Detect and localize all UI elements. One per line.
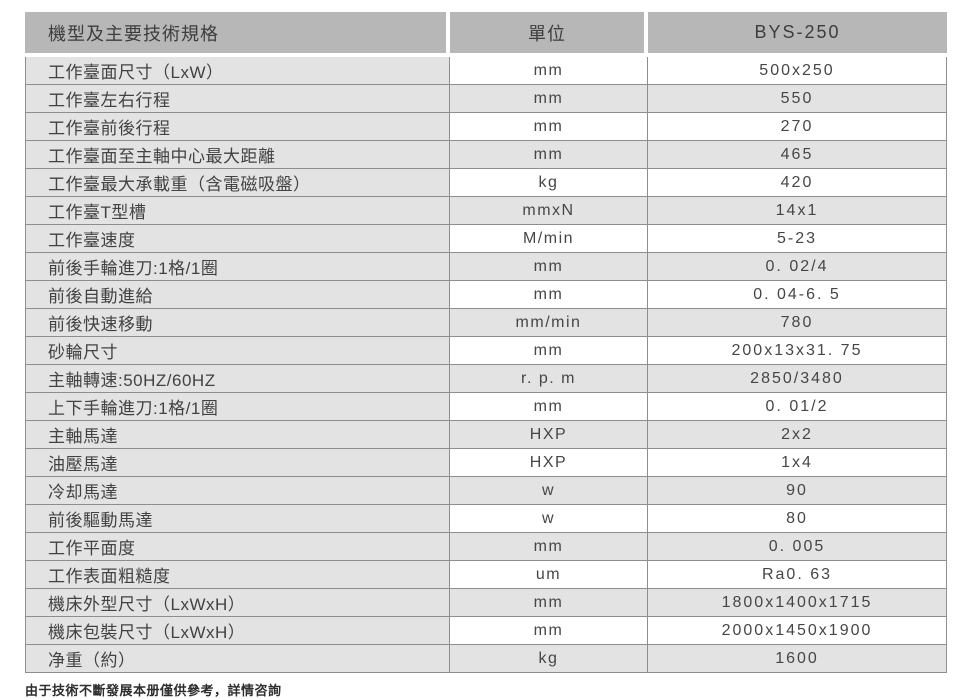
value-cell: 780	[648, 309, 947, 337]
unit-cell: w	[450, 477, 648, 505]
spec-name-cell: 工作臺左右行程	[25, 85, 450, 113]
unit-cell: M/min	[450, 225, 648, 253]
spec-row: 前後快速移動 mm/min 780	[25, 309, 947, 337]
header-row: 機型及主要技術規格 單位 BYS-250	[25, 12, 947, 57]
spec-row: 機床外型尺寸（LxWxH） mm 1800x1400x1715	[25, 589, 947, 617]
spec-row: 前後手輪進刀:1格/1圈 mm 0. 02/4	[25, 253, 947, 281]
spec-row: 機床包裝尺寸（LxWxH） mm 2000x1450x1900	[25, 617, 947, 645]
spec-name-cell: 前後快速移動	[25, 309, 450, 337]
spec-row: 上下手輪進刀:1格/1圈 mm 0. 01/2	[25, 393, 947, 421]
value-cell: 2850/3480	[648, 365, 947, 393]
value-cell: 90	[648, 477, 947, 505]
disclaimer-note: 由于技術不斷發展本册僅供參考，詳情咨詢	[25, 683, 282, 698]
spec-name-cell: 工作臺T型槽	[25, 197, 450, 225]
spec-name-cell: 前後手輪進刀:1格/1圈	[25, 253, 450, 281]
spec-row: 工作臺左右行程 mm 550	[25, 85, 947, 113]
value-cell: Ra0. 63	[648, 561, 947, 589]
unit-cell: mm	[450, 393, 648, 421]
value-cell: 0. 04-6. 5	[648, 281, 947, 309]
spec-row: 前後驅動馬達 w 80	[25, 505, 947, 533]
spec-row: 工作表面粗糙度 um Ra0. 63	[25, 561, 947, 589]
unit-cell: mm	[450, 589, 648, 617]
spec-row: 工作平面度 mm 0. 005	[25, 533, 947, 561]
unit-cell: mmxN	[450, 197, 648, 225]
header-unit-column: 單位	[450, 12, 648, 57]
unit-cell: r. p. m	[450, 365, 648, 393]
spec-table: 機型及主要技術規格 單位 BYS-250 工作臺面尺寸（LxW） mm 500x…	[25, 12, 947, 673]
spec-name-cell: 工作臺面至主軸中心最大距離	[25, 141, 450, 169]
spec-name-cell: 前後自動進給	[25, 281, 450, 309]
spec-name-cell: 工作平面度	[25, 533, 450, 561]
value-cell: 420	[648, 169, 947, 197]
value-cell: 1600	[648, 645, 947, 673]
spec-name-cell: 工作臺前後行程	[25, 113, 450, 141]
unit-cell: HXP	[450, 421, 648, 449]
value-cell: 465	[648, 141, 947, 169]
value-cell: 0. 005	[648, 533, 947, 561]
spec-row: 冷却馬達 w 90	[25, 477, 947, 505]
spec-sheet: 機型及主要技術規格 單位 BYS-250 工作臺面尺寸（LxW） mm 500x…	[25, 12, 947, 698]
value-cell: 270	[648, 113, 947, 141]
spec-row: 工作臺前後行程 mm 270	[25, 113, 947, 141]
unit-cell: HXP	[450, 449, 648, 477]
spec-name-cell: 工作表面粗糙度	[25, 561, 450, 589]
unit-cell: mm	[450, 253, 648, 281]
value-cell: 1800x1400x1715	[648, 589, 947, 617]
value-cell: 2000x1450x1900	[648, 617, 947, 645]
spec-row: 主軸馬達 HXP 2x2	[25, 421, 947, 449]
spec-name-cell: 前後驅動馬達	[25, 505, 450, 533]
spec-name-cell: 工作臺面尺寸（LxW）	[25, 57, 450, 85]
spec-name-cell: 機床外型尺寸（LxWxH）	[25, 589, 450, 617]
value-cell: 0. 01/2	[648, 393, 947, 421]
unit-cell: mm	[450, 337, 648, 365]
spec-name-cell: 油壓馬達	[25, 449, 450, 477]
value-cell: 550	[648, 85, 947, 113]
spec-row: 工作臺速度 M/min 5-23	[25, 225, 947, 253]
unit-cell: mm	[450, 85, 648, 113]
unit-cell: kg	[450, 169, 648, 197]
value-cell: 80	[648, 505, 947, 533]
spec-row: 净重（約） kg 1600	[25, 645, 947, 673]
spec-row: 主軸轉速:50HZ/60HZ r. p. m 2850/3480	[25, 365, 947, 393]
unit-cell: mm	[450, 113, 648, 141]
spec-name-cell: 冷却馬達	[25, 477, 450, 505]
value-cell: 0. 02/4	[648, 253, 947, 281]
spec-row: 工作臺面至主軸中心最大距離 mm 465	[25, 141, 947, 169]
unit-cell: mm	[450, 141, 648, 169]
unit-cell: mm	[450, 617, 648, 645]
spec-row: 前後自動進給 mm 0. 04-6. 5	[25, 281, 947, 309]
value-cell: 1x4	[648, 449, 947, 477]
unit-cell: mm	[450, 281, 648, 309]
value-cell: 14x1	[648, 197, 947, 225]
spec-name-cell: 工作臺速度	[25, 225, 450, 253]
spec-row: 工作臺T型槽 mmxN 14x1	[25, 197, 947, 225]
value-cell: 5-23	[648, 225, 947, 253]
unit-cell: mm/min	[450, 309, 648, 337]
spec-name-cell: 净重（約）	[25, 645, 450, 673]
header-spec-title: 機型及主要技術規格	[25, 12, 450, 57]
header-model-column: BYS-250	[648, 12, 947, 57]
spec-row: 砂輪尺寸 mm 200x13x31. 75	[25, 337, 947, 365]
spec-name-cell: 上下手輪進刀:1格/1圈	[25, 393, 450, 421]
unit-cell: mm	[450, 57, 648, 85]
value-cell: 200x13x31. 75	[648, 337, 947, 365]
value-cell: 2x2	[648, 421, 947, 449]
spec-name-cell: 工作臺最大承載重（含電磁吸盤）	[25, 169, 450, 197]
spec-name-cell: 主軸轉速:50HZ/60HZ	[25, 365, 450, 393]
spec-name-cell: 機床包裝尺寸（LxWxH）	[25, 617, 450, 645]
spec-name-cell: 主軸馬達	[25, 421, 450, 449]
spec-row: 油壓馬達 HXP 1x4	[25, 449, 947, 477]
spec-name-cell: 砂輪尺寸	[25, 337, 450, 365]
unit-cell: mm	[450, 533, 648, 561]
spec-row: 工作臺面尺寸（LxW） mm 500x250	[25, 57, 947, 85]
spec-row: 工作臺最大承載重（含電磁吸盤） kg 420	[25, 169, 947, 197]
value-cell: 500x250	[648, 57, 947, 85]
unit-cell: um	[450, 561, 648, 589]
unit-cell: w	[450, 505, 648, 533]
unit-cell: kg	[450, 645, 648, 673]
